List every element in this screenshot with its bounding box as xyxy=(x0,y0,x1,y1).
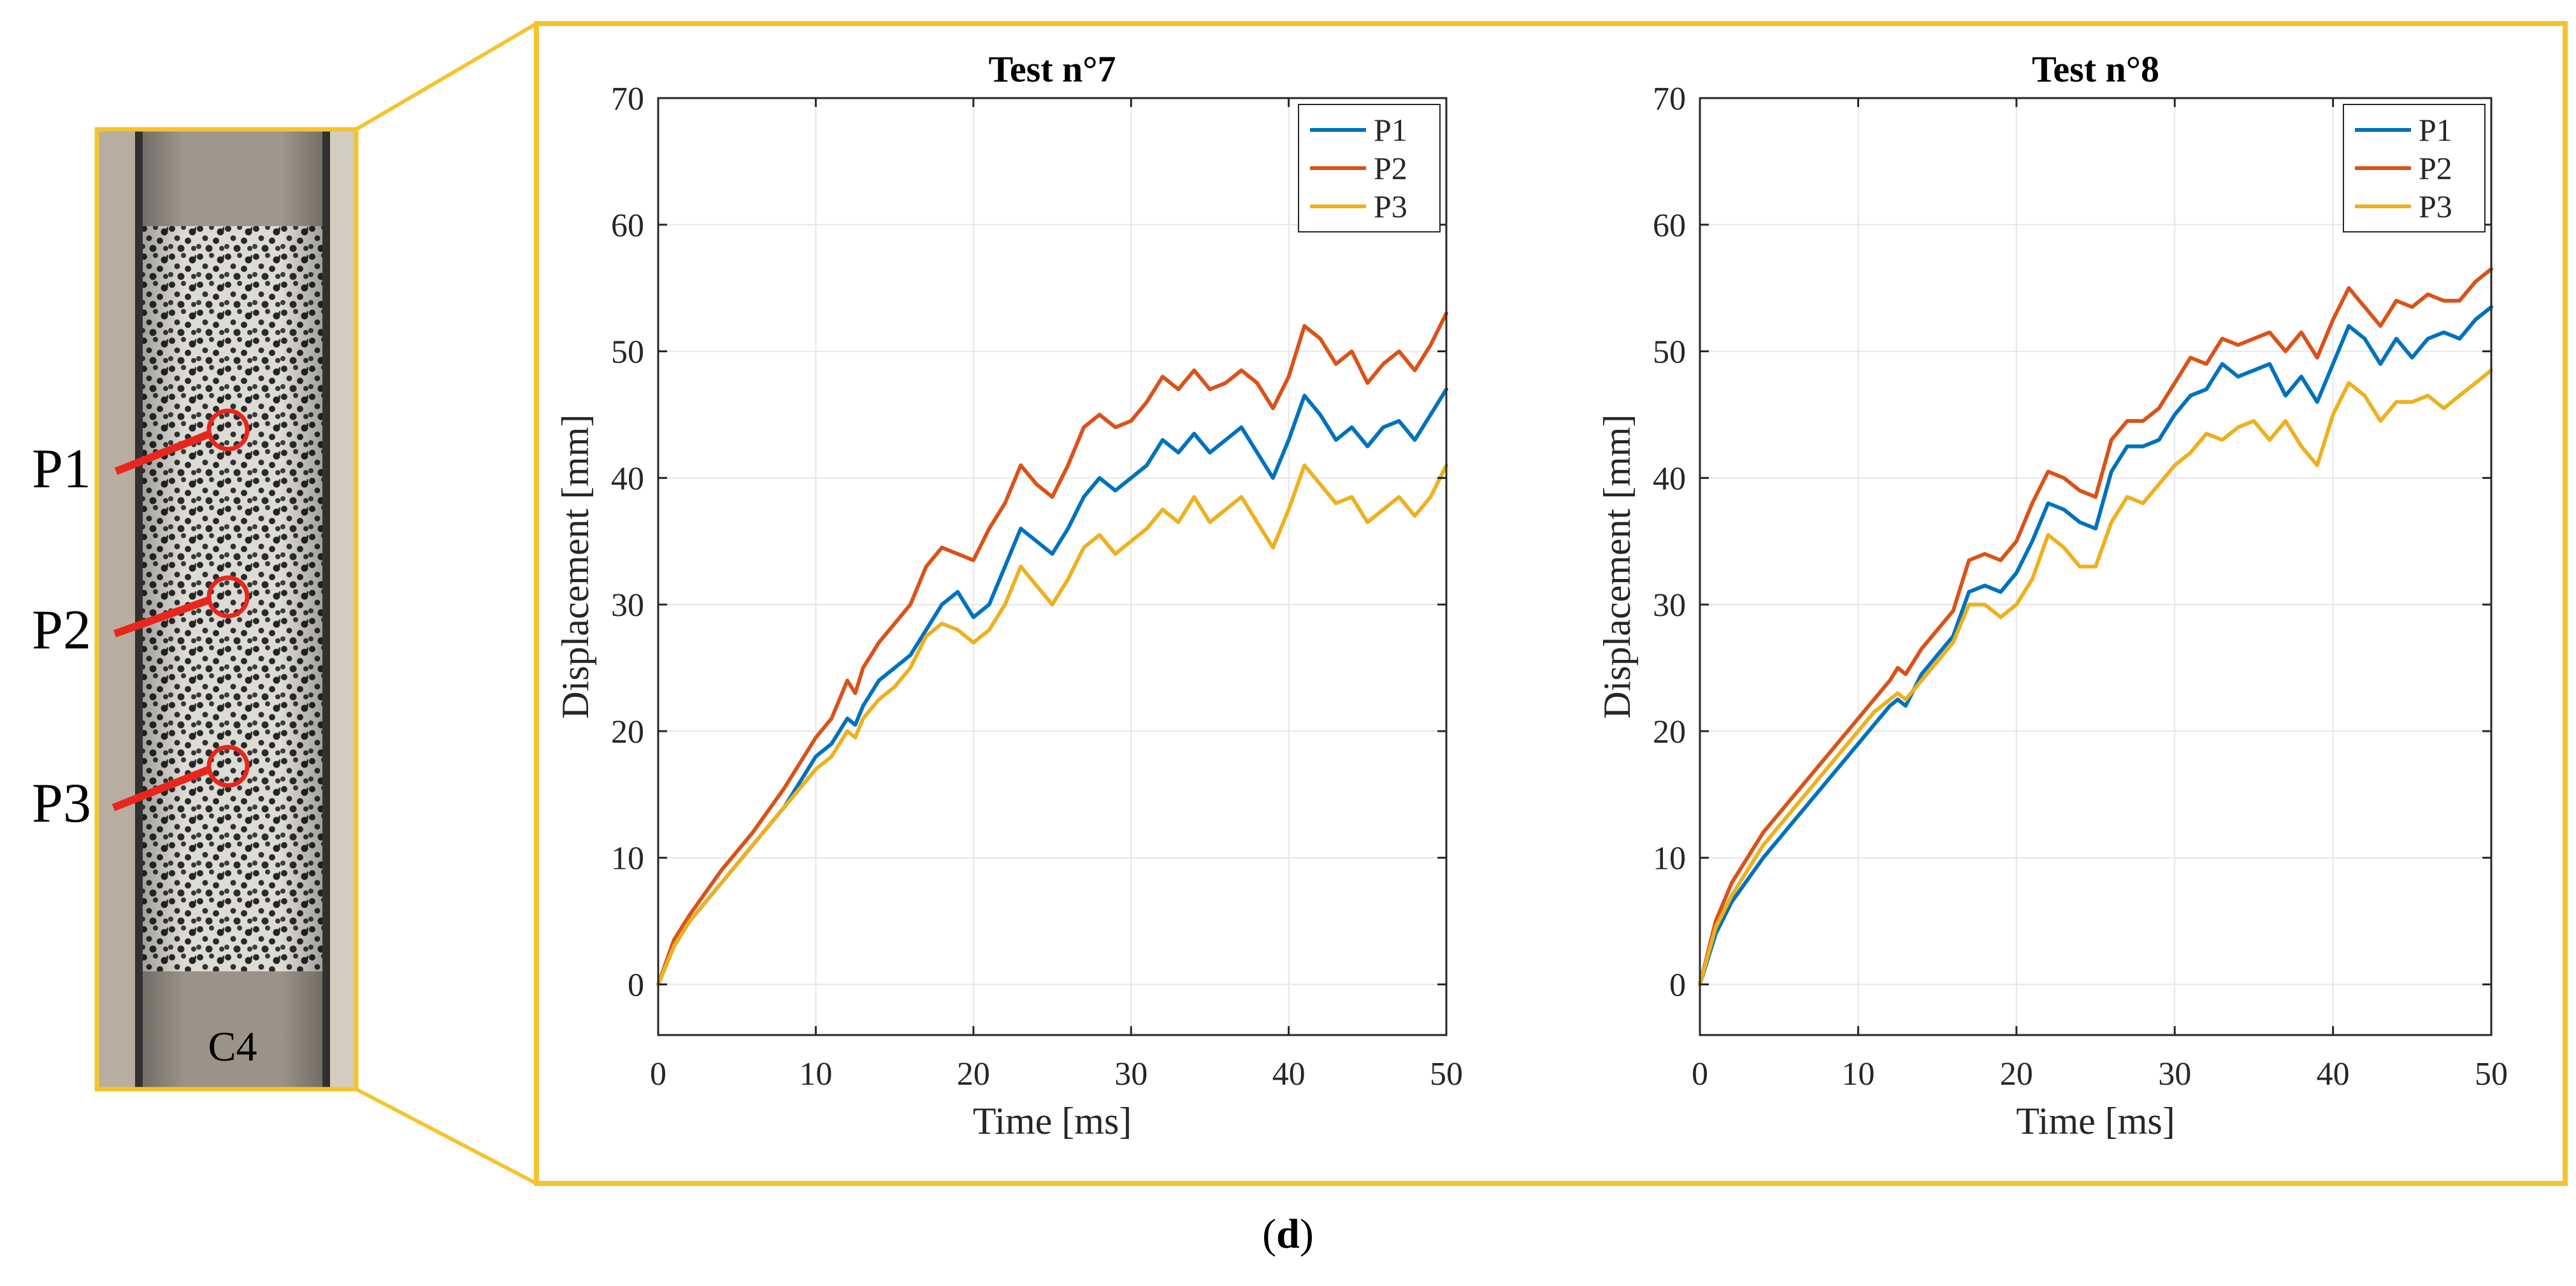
x-tick-label: 50 xyxy=(1430,1056,1463,1092)
y-tick-label: 30 xyxy=(1653,587,1686,624)
legend-label-p3: P3 xyxy=(2419,189,2452,224)
x-tick-label: 30 xyxy=(1114,1056,1148,1092)
label-p1: P1 xyxy=(32,438,91,500)
x-tick-label: 0 xyxy=(1692,1056,1708,1092)
label-p3: P3 xyxy=(32,773,91,834)
y-tick-label: 10 xyxy=(611,841,644,877)
series-line-p2 xyxy=(656,311,1448,987)
x-tick-label: 50 xyxy=(2475,1056,2508,1092)
zoom-connector-bottom xyxy=(355,1087,538,1185)
x-tick-label: 20 xyxy=(957,1056,990,1092)
chart-test-8: 0 10 20 30 40 50 0 10 20 30 40 50 60 70 Test n°8 Time [… xyxy=(1596,48,2508,1142)
zoom-connector-top xyxy=(355,22,538,131)
x-tick-label: 0 xyxy=(650,1056,666,1092)
x-tick-label: 10 xyxy=(1841,1056,1874,1092)
legend-label-p1: P1 xyxy=(1374,112,1407,148)
series-line-p2 xyxy=(1698,267,2493,987)
y-tick-label: 20 xyxy=(611,714,644,750)
circle-p3 xyxy=(206,745,250,788)
chart-test-7: 0 10 20 30 40 50 0 10 20 30 40 50 60 70 Test n°7 Time [… xyxy=(554,48,1463,1142)
y-tick-label: 60 xyxy=(611,208,644,244)
x-axis-label: Time [ms] xyxy=(973,1100,1132,1142)
charts-frame xyxy=(534,21,2568,1186)
x-tick-label: 20 xyxy=(2000,1056,2033,1092)
x-tick-label: 40 xyxy=(1272,1056,1306,1092)
chart-title: Test n°8 xyxy=(2032,48,2159,90)
pointer-line-p1 xyxy=(114,429,213,475)
series-line-p3 xyxy=(1698,368,2493,987)
circle-p1 xyxy=(206,408,250,452)
series-line-p1 xyxy=(656,387,1448,987)
axes-box xyxy=(1699,97,2493,1036)
y-tick-label: 70 xyxy=(1653,81,1686,117)
y-tick-label: 0 xyxy=(1669,967,1686,1003)
legend-label-p2: P2 xyxy=(2419,150,2452,186)
tube-shading xyxy=(135,129,330,1089)
y-tick-label: 20 xyxy=(1653,714,1686,750)
x-tick-label: 30 xyxy=(2158,1056,2191,1092)
plot-area xyxy=(658,98,1446,1035)
x-tick-label: 10 xyxy=(799,1056,832,1092)
series-line-p1 xyxy=(1698,305,2493,987)
legend-label-p2: P2 xyxy=(1374,150,1407,186)
label-p2: P2 xyxy=(32,599,91,661)
photo-left-wall xyxy=(97,129,138,1089)
axes-box xyxy=(657,97,1448,1036)
y-tick-label: 50 xyxy=(1653,334,1686,371)
point-marker-p3: P3 xyxy=(32,745,250,834)
point-marker-p1: P1 xyxy=(32,408,250,500)
y-tick-label: 70 xyxy=(611,81,644,117)
pointer-line-p2 xyxy=(113,596,211,638)
point-marker-p2: P2 xyxy=(32,575,250,661)
series-line-p3 xyxy=(656,463,1448,987)
y-tick-label: 0 xyxy=(628,967,644,1003)
specimen-photo xyxy=(94,127,359,1092)
figure-caption: (d) xyxy=(1262,1211,1314,1257)
caption-label: d xyxy=(1276,1211,1300,1257)
y-tick-label: 40 xyxy=(611,461,644,497)
legend-label-p1: P1 xyxy=(2419,112,2452,148)
photo-right-wall xyxy=(330,129,356,1089)
pointer-line-p3 xyxy=(112,766,211,811)
y-tick-label: 60 xyxy=(1653,208,1686,244)
circle-p2 xyxy=(206,575,250,618)
y-tick-label: 30 xyxy=(611,587,644,624)
y-tick-label: 50 xyxy=(611,334,644,371)
y-axis-label: Displacement [mm] xyxy=(1596,414,1638,718)
chart-title: Test n°7 xyxy=(989,48,1116,90)
x-tick-label: 40 xyxy=(2317,1056,2350,1092)
legend-label-p3: P3 xyxy=(1374,189,1407,224)
specimen-label: C4 xyxy=(208,1024,257,1070)
y-tick-label: 40 xyxy=(1653,461,1686,497)
y-axis-label: Displacement [mm] xyxy=(554,414,596,718)
photo-frame xyxy=(94,127,359,1092)
y-tick-label: 10 xyxy=(1653,841,1686,877)
x-axis-label: Time [ms] xyxy=(2016,1100,2175,1142)
